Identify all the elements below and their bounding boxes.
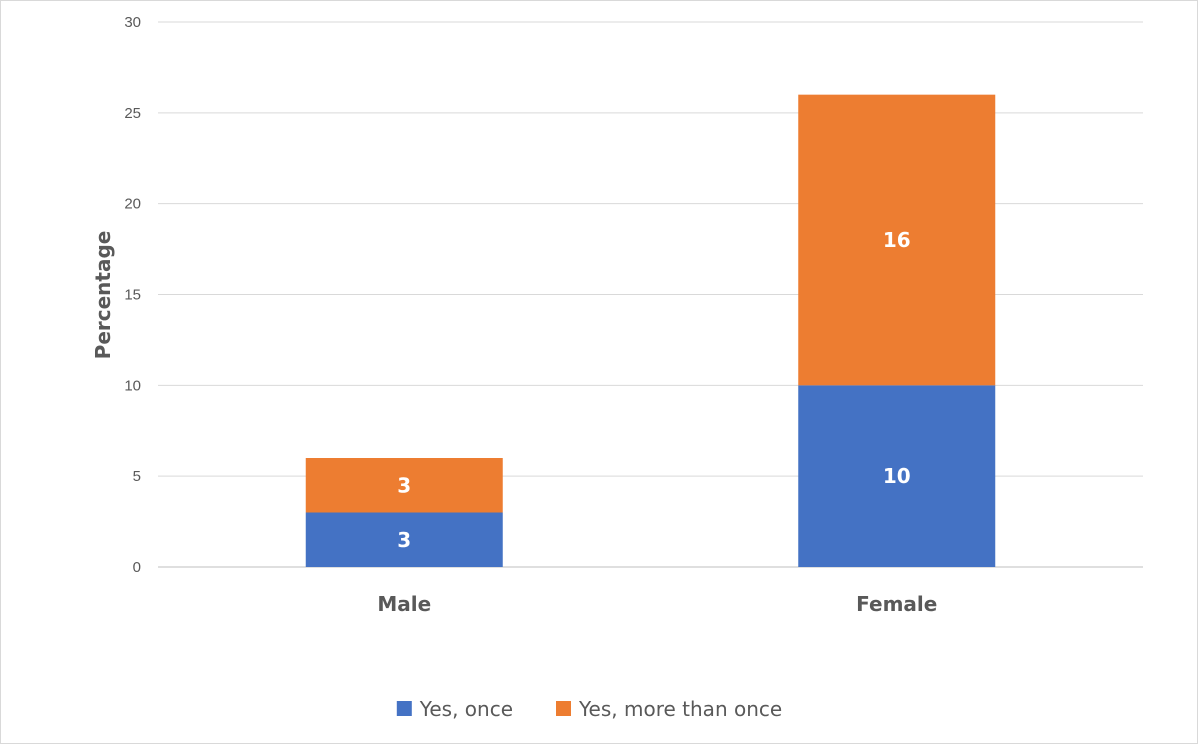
legend-label: Yes, once: [419, 697, 513, 721]
bar-male-series-2: [305, 458, 503, 513]
x-category-label: Female: [856, 592, 937, 616]
bar-female-series-2: [798, 94, 996, 386]
y-tick-label: 15: [124, 287, 141, 304]
legend: Yes, once Yes, more than once: [396, 697, 782, 721]
y-tick-label: 10: [124, 377, 141, 394]
y-tick-label: 0: [133, 559, 141, 576]
x-category-label: Male: [377, 592, 431, 616]
data-label: 3: [397, 473, 411, 497]
legend-swatch: [396, 701, 412, 716]
y-axis-label: Percentage: [91, 231, 115, 360]
y-tick-label: 25: [124, 105, 141, 122]
y-tick-label: 20: [124, 196, 141, 213]
data-labels: 3 3 10 16: [397, 228, 910, 552]
legend-label: Yes, more than once: [578, 697, 782, 721]
data-label: 3: [397, 528, 411, 552]
y-axis-ticks: 0 5 10 15 20 25 30: [124, 14, 141, 576]
bar-male-series-1: [305, 512, 503, 567]
y-tick-label: 5: [133, 468, 141, 485]
legend-swatch: [556, 701, 571, 716]
bars: [305, 94, 996, 567]
x-axis-categories: Male Female: [377, 592, 937, 616]
y-tick-label: 30: [124, 14, 141, 31]
data-label: 16: [883, 228, 911, 252]
bar-female-series-1: [798, 385, 996, 567]
data-label: 10: [883, 464, 911, 488]
